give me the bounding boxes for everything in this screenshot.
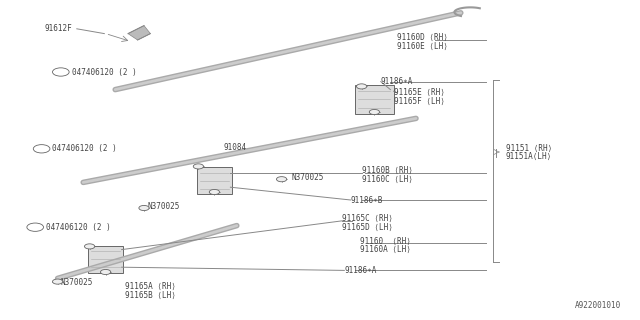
Circle shape xyxy=(100,269,111,275)
Bar xyxy=(88,246,123,273)
Circle shape xyxy=(52,279,63,284)
Text: N370025: N370025 xyxy=(291,173,324,182)
Text: 91165B ⟨LH⟩: 91165B ⟨LH⟩ xyxy=(125,291,175,300)
Circle shape xyxy=(84,244,95,249)
Circle shape xyxy=(369,109,380,115)
Bar xyxy=(197,167,232,195)
Bar xyxy=(355,85,394,114)
Text: 91186∗B: 91186∗B xyxy=(351,196,383,204)
Text: 91160C ⟨LH⟩: 91160C ⟨LH⟩ xyxy=(362,175,412,184)
Circle shape xyxy=(139,205,149,211)
Circle shape xyxy=(276,177,287,182)
Text: 91165A ⟨RH⟩: 91165A ⟨RH⟩ xyxy=(125,282,175,291)
Text: 047406120 (2 ): 047406120 (2 ) xyxy=(72,68,136,76)
Text: 91160E ⟨LH⟩: 91160E ⟨LH⟩ xyxy=(397,42,447,51)
Polygon shape xyxy=(128,26,150,40)
Text: 91165F ⟨LH⟩: 91165F ⟨LH⟩ xyxy=(394,97,444,106)
Text: N370025: N370025 xyxy=(61,278,93,287)
Text: 91165E ⟨RH⟩: 91165E ⟨RH⟩ xyxy=(394,88,444,97)
Text: 91084: 91084 xyxy=(223,143,246,152)
Text: N370025: N370025 xyxy=(147,202,180,211)
Text: 047406120 (2 ): 047406120 (2 ) xyxy=(52,144,117,153)
Text: 91160A ⟨LH⟩: 91160A ⟨LH⟩ xyxy=(360,245,411,254)
Circle shape xyxy=(193,164,204,169)
Text: S: S xyxy=(33,225,37,230)
Text: S: S xyxy=(59,69,63,75)
Text: 91160B ⟨RH⟩: 91160B ⟨RH⟩ xyxy=(362,166,412,175)
Circle shape xyxy=(27,223,44,231)
Text: S: S xyxy=(40,146,44,151)
Text: A922001010: A922001010 xyxy=(575,301,621,310)
Text: 91151A⟨LH⟩: 91151A⟨LH⟩ xyxy=(506,152,552,161)
Circle shape xyxy=(209,189,220,195)
Text: 91160  ⟨RH⟩: 91160 ⟨RH⟩ xyxy=(360,236,411,245)
Text: 91612F: 91612F xyxy=(45,24,72,33)
Circle shape xyxy=(33,145,50,153)
Text: 91160D ⟨RH⟩: 91160D ⟨RH⟩ xyxy=(397,33,447,42)
Circle shape xyxy=(356,84,367,89)
Text: 91186∗A: 91186∗A xyxy=(381,77,413,86)
Circle shape xyxy=(52,68,69,76)
Text: 91151 ⟨RH⟩: 91151 ⟨RH⟩ xyxy=(506,144,552,153)
Text: 047406120 (2 ): 047406120 (2 ) xyxy=(46,223,111,232)
Text: 91186∗A: 91186∗A xyxy=(344,266,377,275)
Text: 91165C ⟨RH⟩: 91165C ⟨RH⟩ xyxy=(342,214,393,223)
Text: 91165D ⟨LH⟩: 91165D ⟨LH⟩ xyxy=(342,223,393,232)
